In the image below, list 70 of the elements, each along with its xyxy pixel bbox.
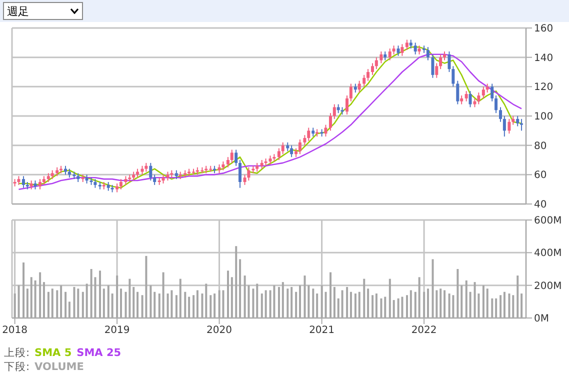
candlestick [435, 62, 438, 78]
candlestick [371, 62, 374, 76]
candlestick [431, 54, 434, 78]
candlestick [153, 174, 156, 186]
candlestick [38, 178, 42, 190]
chart-title: 週足 [7, 4, 29, 18]
candlestick [358, 80, 361, 94]
candlestick [516, 116, 520, 127]
candlestick [307, 127, 310, 142]
candlestick [400, 44, 404, 56]
candlestick [303, 134, 306, 146]
text: SMA 25 [76, 347, 122, 359]
y-tick-label: 400M [534, 248, 562, 260]
candlestick [149, 162, 152, 182]
y-tick-label: 200M [534, 280, 562, 292]
legend-title: 上段: [4, 347, 30, 359]
candlestick [277, 148, 280, 160]
legend-title: 下段: [4, 361, 30, 373]
candlestick [324, 124, 328, 138]
candlestick [388, 48, 392, 61]
candlestick [464, 90, 468, 102]
candlestick [426, 46, 430, 61]
candlestick [328, 112, 332, 132]
candlestick [349, 83, 352, 102]
candlestick [374, 56, 378, 70]
candlestick [520, 118, 524, 132]
candlestick [281, 142, 284, 155]
candlestick [405, 39, 408, 50]
candlestick [362, 74, 366, 88]
candlestick [380, 50, 383, 64]
candlestick [290, 144, 294, 158]
candlestick [502, 116, 506, 138]
candlestick [477, 92, 480, 105]
candlestick [22, 176, 25, 188]
candlestick [439, 54, 442, 70]
candlestick [238, 160, 242, 188]
candlestick [332, 104, 336, 120]
candlestick [230, 149, 234, 164]
candlestick [298, 138, 302, 155]
x-tick-label: 2021 [309, 325, 335, 336]
candlestick [119, 178, 122, 190]
candlestick [234, 149, 238, 166]
x-tick-label: 2018 [2, 325, 28, 336]
candlestick [396, 45, 400, 56]
candlestick [346, 94, 349, 116]
candlestick [414, 42, 417, 55]
candlestick [456, 80, 460, 105]
candlestick [366, 68, 370, 82]
y-tick-label: 100 [534, 112, 554, 123]
candlestick [499, 106, 502, 122]
x-tick-label: 2019 [104, 325, 130, 336]
text: SMA 5 [34, 347, 72, 359]
text: VOLUME [34, 361, 84, 373]
x-tick-label: 2020 [206, 325, 232, 336]
candlestick [490, 83, 494, 102]
y-tick-label: 600M [534, 216, 562, 227]
candlestick [468, 90, 472, 108]
y-tick-label: 140 [534, 52, 554, 64]
candlestick [494, 94, 498, 114]
candlestick [482, 86, 485, 99]
y-tick-label: 60 [534, 170, 547, 182]
candlestick [247, 166, 250, 182]
candlestick [508, 118, 511, 134]
y-tick-label: 120 [534, 82, 554, 94]
y-tick-label: 40 [534, 200, 547, 211]
y-tick-label: 0M [534, 314, 549, 325]
candlestick [226, 156, 230, 168]
x-tick-label: 2022 [411, 325, 437, 336]
y-tick-label: 80 [534, 140, 547, 152]
y-tick-label: 160 [534, 24, 554, 35]
